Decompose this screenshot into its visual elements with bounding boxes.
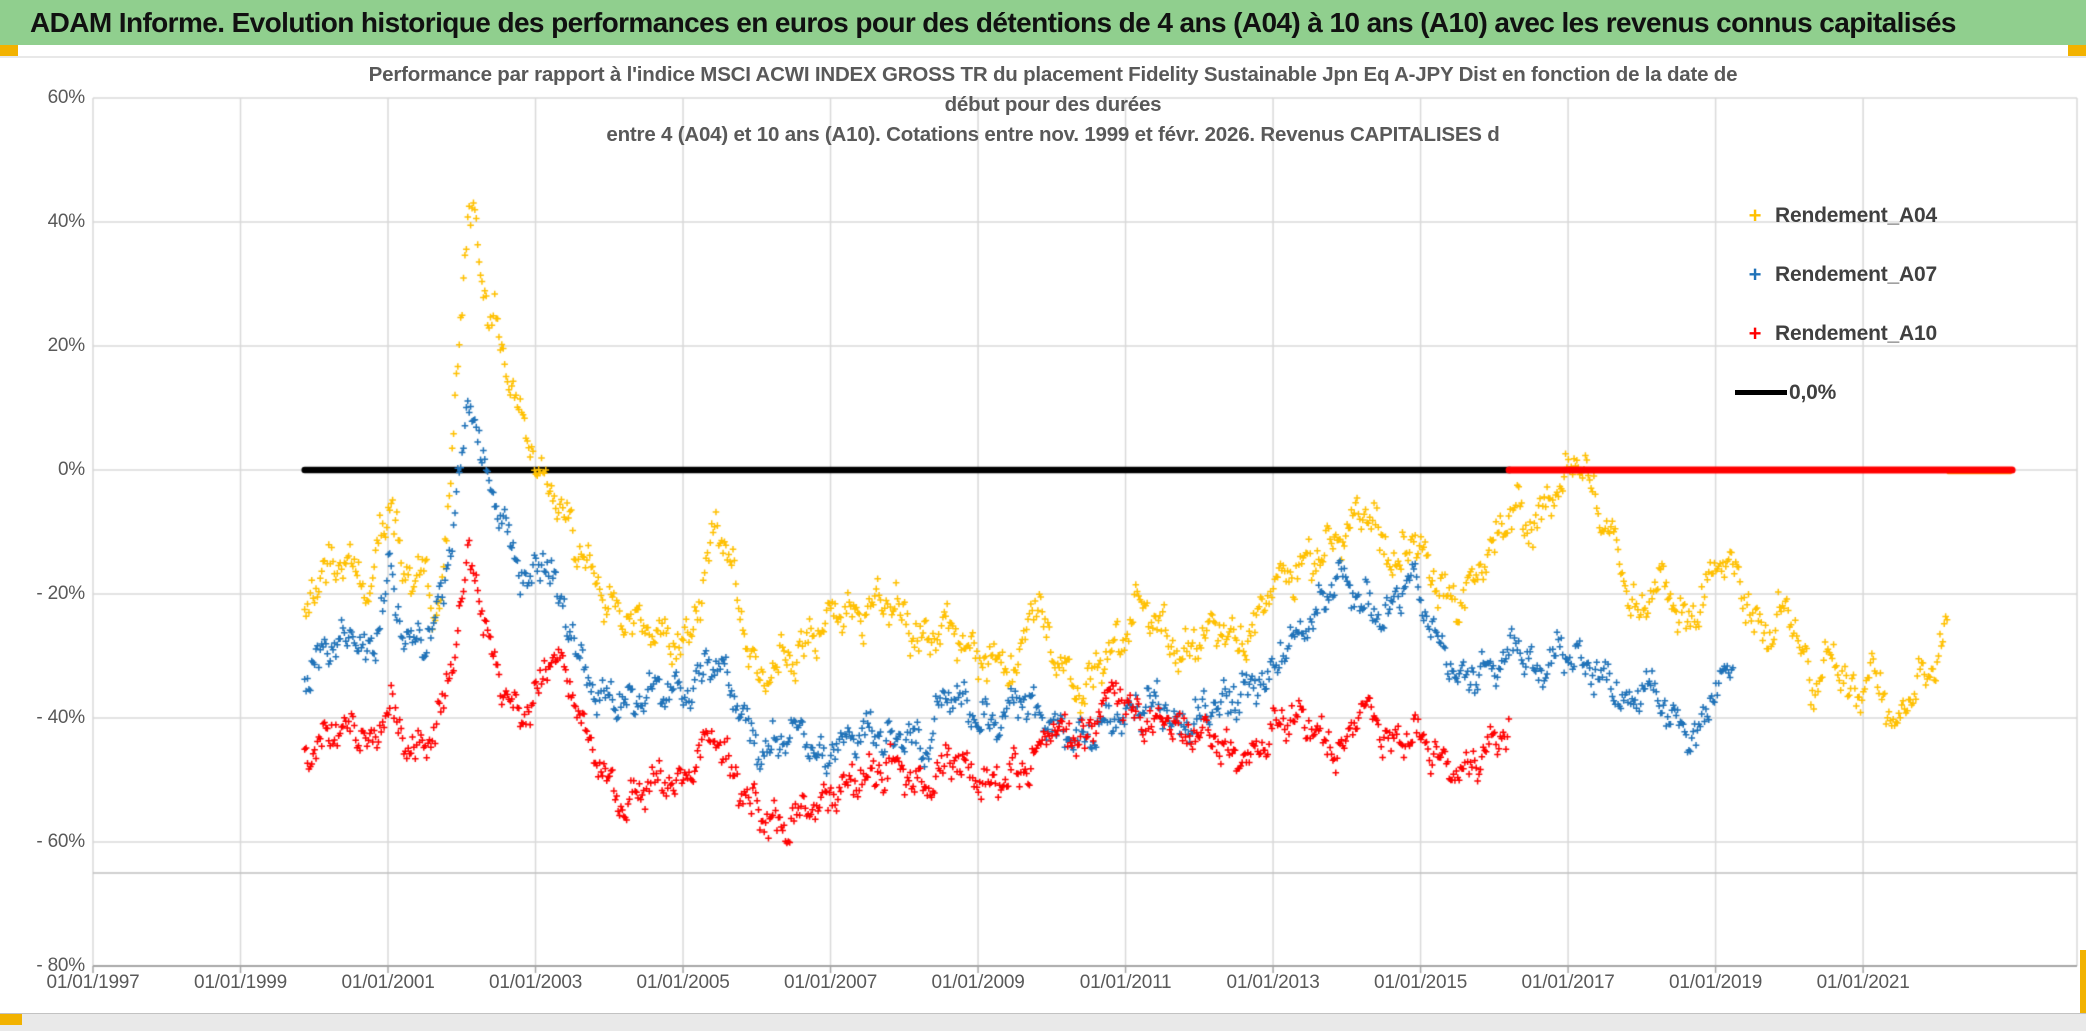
chart-title-line-1: Performance par rapport à l'indice MSCI … xyxy=(368,63,1738,86)
top-left-accent xyxy=(0,45,18,57)
legend-label: Rendement_A07 xyxy=(1775,262,1937,286)
x-tick-label: 01/01/2009 xyxy=(931,972,1025,993)
y-tick-label: - 60% xyxy=(36,831,85,852)
header-divider xyxy=(0,56,2086,58)
x-tick-label: 01/01/2011 xyxy=(1079,972,1172,993)
legend-label: 0,0% xyxy=(1789,380,1837,404)
legend-item-rendement-a04: + Rendement_A04 xyxy=(1735,186,1995,245)
legend-item-zero-line: 0,0% xyxy=(1735,363,1995,422)
top-right-accent xyxy=(2068,45,2086,57)
x-tick-label: 01/01/2019 xyxy=(1669,972,1763,993)
chart-legend: + Rendement_A04 + Rendement_A07 + Rendem… xyxy=(1735,186,1995,422)
legend-label: Rendement_A04 xyxy=(1775,203,1937,227)
y-tick-label: 60% xyxy=(47,87,86,108)
plus-marker-icon: + xyxy=(1748,320,1762,346)
chart-title-line-2: début pour des durées xyxy=(944,93,1162,116)
legend-item-rendement-a10: + Rendement_A10 xyxy=(1735,304,1995,363)
bottom-scrollbar-track xyxy=(0,1013,2086,1031)
y-tick-label: - 20% xyxy=(36,583,85,604)
y-tick-label: - 40% xyxy=(36,707,85,728)
y-tick-label: - 80% xyxy=(36,955,85,976)
report-title: ADAM Informe. Evolution historique des p… xyxy=(30,6,1956,38)
chart-title: Performance par rapport à l'indice MSCI … xyxy=(243,60,1863,150)
plus-marker-icon: + xyxy=(1748,202,1762,228)
plus-marker-icon: + xyxy=(1748,261,1762,287)
x-tick-label: 01/01/2003 xyxy=(488,972,583,993)
y-tick-label: 20% xyxy=(47,335,86,356)
zero-line-icon xyxy=(1735,390,1787,395)
x-tick-label: 01/01/2001 xyxy=(341,972,435,993)
x-tick-label: 01/01/2021 xyxy=(1816,972,1910,993)
x-tick-label: 01/01/2013 xyxy=(1226,972,1320,993)
x-tick-label: 01/01/1999 xyxy=(193,972,288,993)
x-tick-label: 01/01/2007 xyxy=(783,972,878,993)
report-title-bar: ADAM Informe. Evolution historique des p… xyxy=(0,0,2086,45)
chart-title-line-3: entre 4 (A04) et 10 ans (A10). Cotations… xyxy=(606,123,1500,146)
legend-item-rendement-a07: + Rendement_A07 xyxy=(1735,245,1995,304)
right-scrollbar-thumb[interactable] xyxy=(2080,950,2086,1013)
x-tick-label: 01/01/2015 xyxy=(1374,972,1468,993)
y-tick-label: 40% xyxy=(47,211,86,232)
x-tick-label: 01/01/2017 xyxy=(1521,972,1615,993)
x-tick-label: 01/01/1997 xyxy=(46,972,140,993)
x-tick-label: 01/01/2005 xyxy=(636,972,730,993)
legend-label: Rendement_A10 xyxy=(1775,321,1937,345)
y-tick-label: 0% xyxy=(57,459,85,480)
bottom-scrollbar-thumb[interactable] xyxy=(0,1014,22,1025)
